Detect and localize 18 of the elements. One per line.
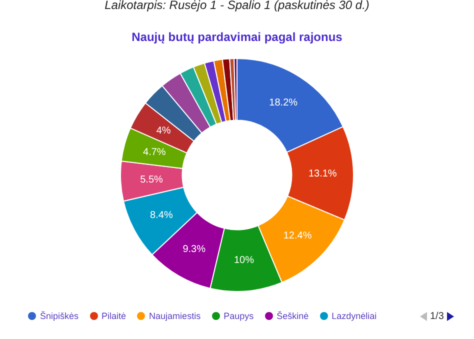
data-label: 18.2% bbox=[269, 98, 298, 109]
data-label: 5.5% bbox=[140, 174, 163, 186]
text: 1/3 bbox=[430, 311, 444, 322]
data-label: 13.1% bbox=[308, 168, 337, 180]
legend-label: Šeškinė bbox=[276, 311, 309, 321]
legend-label: Naujamiestis bbox=[148, 311, 201, 321]
data-label: 4% bbox=[156, 126, 171, 137]
data-label: 8.4% bbox=[150, 210, 173, 222]
data-label: 9.3% bbox=[182, 244, 206, 255]
data-label: 4.7% bbox=[143, 147, 166, 158]
legend-label: Pilaitė bbox=[100, 311, 126, 321]
chart-title: Naujų butų pardavimai pagal rajonus bbox=[130, 30, 344, 44]
legend-label: Lazdynėliai bbox=[330, 311, 377, 321]
data-label: 10% bbox=[234, 255, 254, 266]
data-label: 12.4% bbox=[283, 230, 312, 242]
legend-label: Šnipiškės bbox=[39, 311, 79, 321]
chart-subtitle: Laikotarpis: Rusėjo 1 - Spalio 1 (paskutinės 30 d.) bbox=[104, 0, 370, 12]
legend-label: Paupys bbox=[222, 311, 254, 321]
